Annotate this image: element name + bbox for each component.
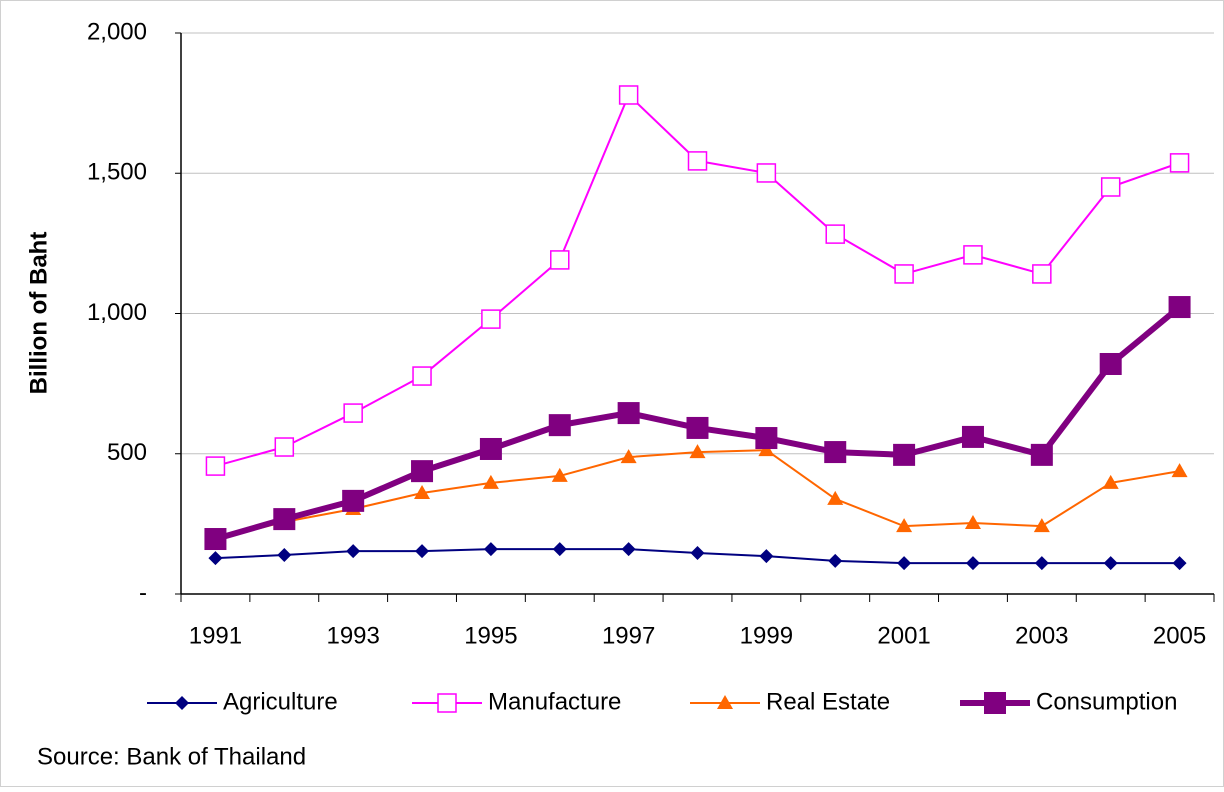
x-tick-label: 2003 (1015, 622, 1068, 649)
marker (896, 518, 913, 533)
x-tick-label: 2005 (1153, 622, 1206, 649)
marker (205, 456, 226, 476)
marker (175, 696, 189, 710)
marker (1032, 264, 1052, 284)
marker (273, 508, 296, 531)
marker (690, 546, 705, 561)
y-axis-label: Billion of Baht (25, 232, 52, 395)
marker (963, 245, 983, 265)
marker (825, 224, 845, 244)
x-tick-label: 1993 (326, 622, 379, 649)
x-tick-label: 1999 (740, 622, 793, 649)
legend-label: Agriculture (223, 688, 338, 715)
legend-label: Real Estate (766, 688, 890, 715)
marker (1171, 463, 1188, 478)
marker (274, 437, 295, 457)
marker (758, 442, 775, 457)
marker (550, 250, 570, 270)
marker (965, 556, 980, 571)
marker (411, 460, 434, 483)
marker (894, 264, 914, 284)
marker (620, 449, 637, 464)
marker (824, 441, 847, 464)
marker (893, 443, 916, 466)
y-tick-label: 1,500 (87, 159, 147, 186)
y-tick-label: 2,000 (87, 18, 147, 45)
marker (1102, 474, 1119, 489)
legend-label: Consumption (1036, 688, 1177, 715)
y-tick-label: 500 (107, 439, 147, 466)
legend-label: Manufacture (488, 688, 621, 715)
marker (897, 556, 912, 571)
x-tick-label: 2001 (877, 622, 930, 649)
marker (617, 402, 640, 425)
marker (827, 490, 844, 505)
marker (412, 366, 432, 386)
marker (1099, 352, 1122, 375)
marker (686, 416, 709, 439)
marker (717, 695, 733, 709)
marker (277, 548, 292, 563)
marker (1172, 556, 1187, 571)
y-tick-label: 1,000 (87, 299, 147, 326)
marker (964, 515, 981, 530)
x-tick-label: 1997 (602, 622, 655, 649)
marker (961, 425, 984, 448)
marker (204, 528, 227, 551)
marker (1033, 518, 1050, 533)
marker (342, 489, 365, 512)
marker (343, 403, 363, 423)
marker (621, 542, 636, 557)
marker (1030, 443, 1053, 466)
marker (828, 553, 843, 568)
marker (984, 692, 1006, 714)
x-tick-label: 1991 (189, 622, 242, 649)
marker (479, 437, 502, 460)
marker (756, 163, 777, 183)
marker (414, 485, 431, 500)
marker (552, 542, 567, 557)
marker (1168, 296, 1191, 319)
source-note: Source: Bank of Thailand (37, 743, 306, 770)
marker (1169, 153, 1190, 173)
marker (548, 414, 571, 437)
marker (759, 549, 774, 564)
marker (1034, 556, 1049, 571)
marker (482, 474, 499, 489)
marker (689, 444, 706, 459)
marker (551, 467, 568, 482)
marker (1103, 556, 1118, 571)
marker (346, 544, 361, 559)
marker (481, 309, 501, 329)
marker (437, 693, 457, 713)
y-tick-label: - (139, 579, 147, 606)
marker (755, 427, 778, 450)
marker (687, 151, 708, 171)
marker (483, 542, 498, 557)
marker (1100, 177, 1121, 197)
x-tick-label: 1995 (464, 622, 517, 649)
marker (208, 551, 223, 566)
marker (618, 85, 639, 105)
marker (415, 544, 430, 559)
